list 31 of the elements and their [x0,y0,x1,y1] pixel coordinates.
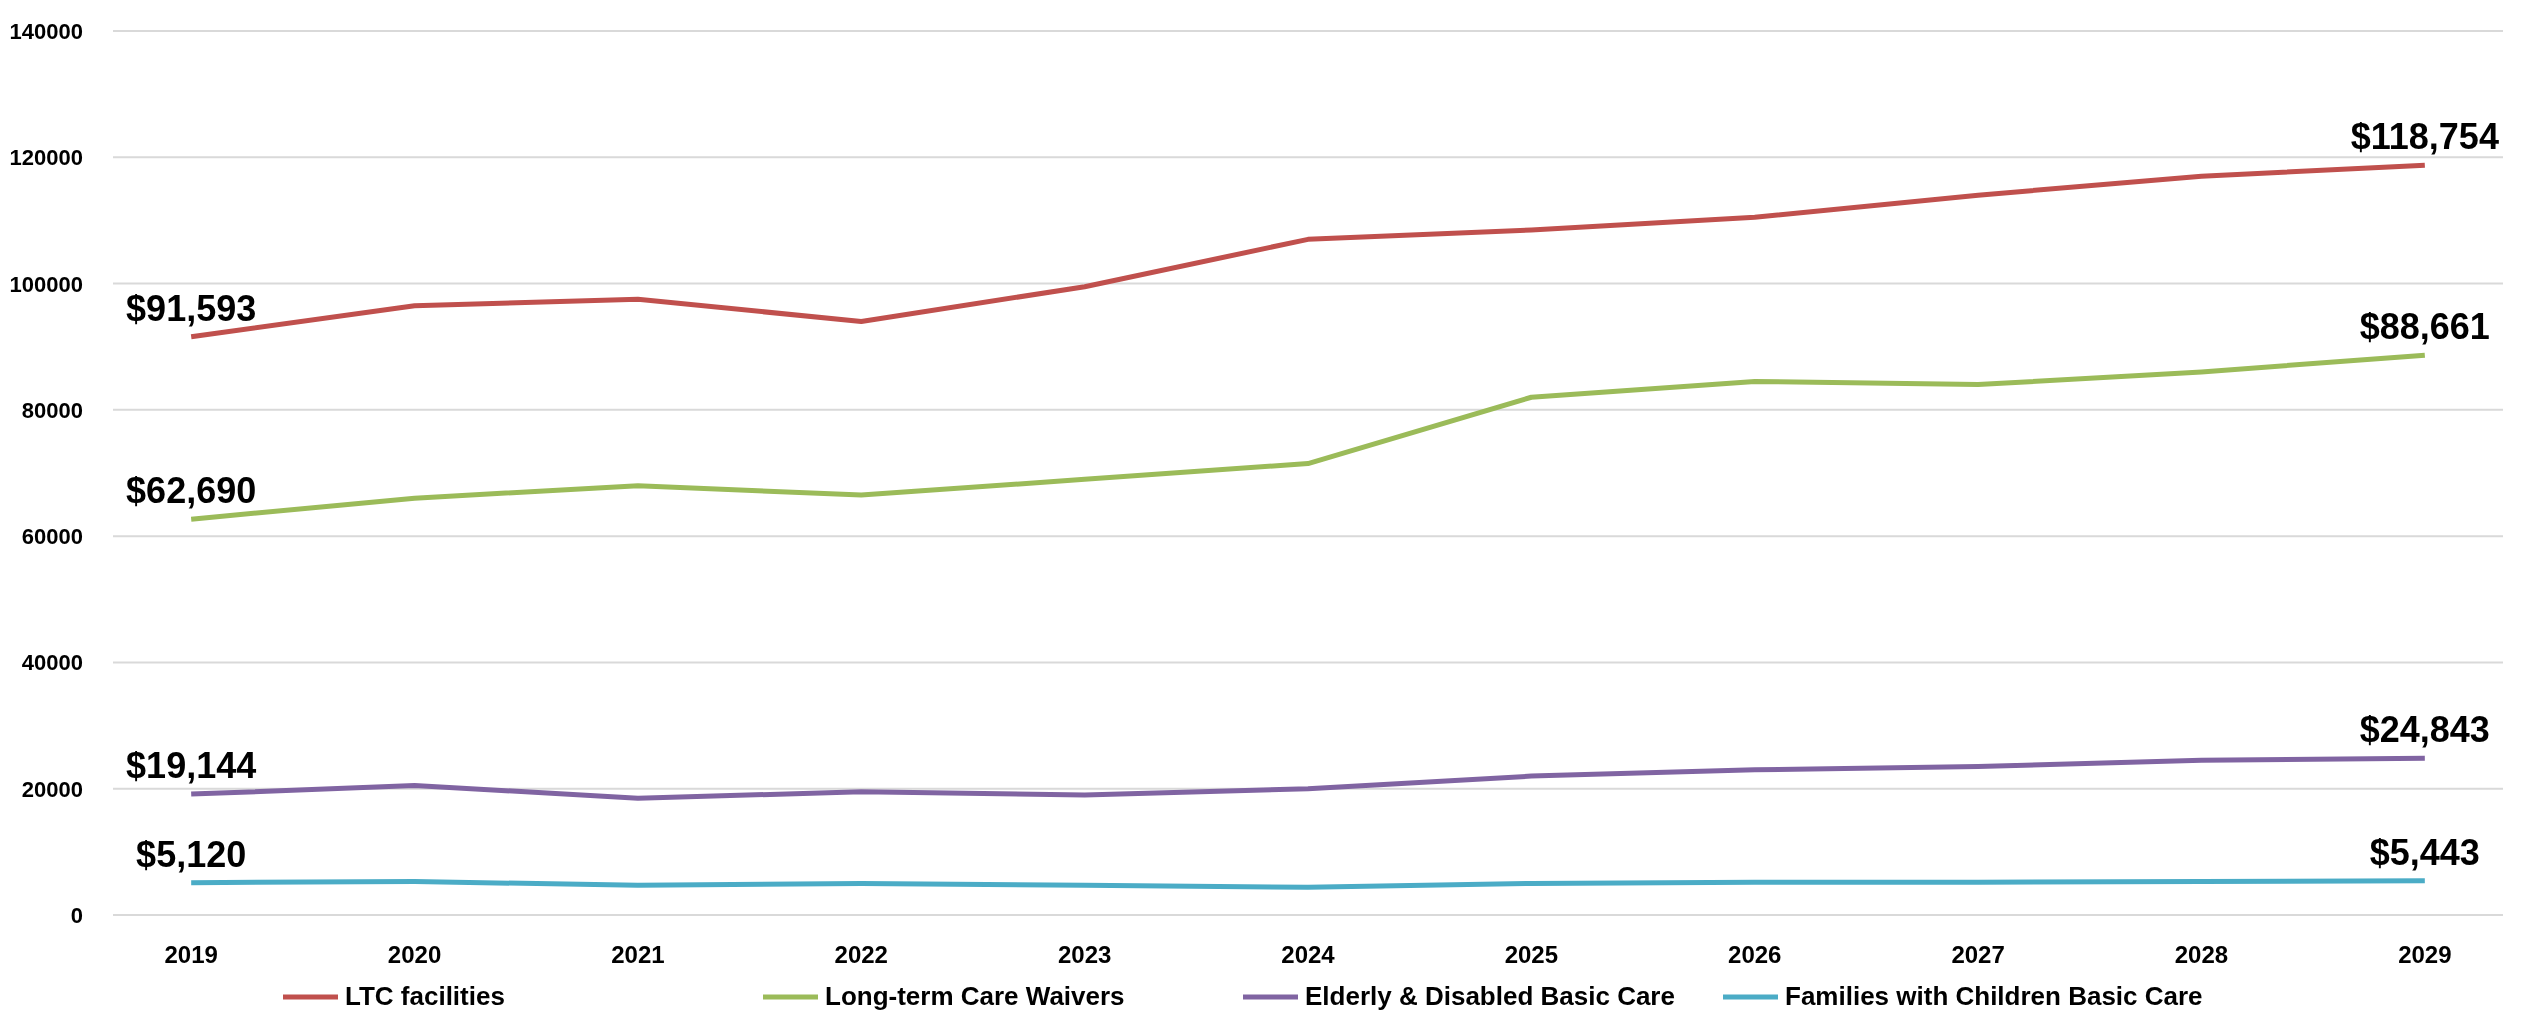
x-tick-label: 2019 [164,941,218,968]
x-tick-label: 2023 [1057,941,1112,968]
legend-label: Elderly & Disabled Basic Care [1305,981,1675,1011]
x-tick-label: 2021 [611,941,665,968]
legend-label: Long-term Care Waivers [825,981,1125,1011]
data-label: $5,120 [136,833,247,875]
legend-label: LTC facilities [345,981,505,1011]
y-tick-label: 100000 [9,271,83,297]
data-label: $91,593 [126,287,257,329]
y-tick-label: 40000 [21,650,83,676]
y-tick-label: 80000 [21,397,83,423]
legend-label: Families with Children Basic Care [1785,981,2203,1011]
y-tick-label: 140000 [9,19,83,44]
y-tick-label: 0 [70,903,83,928]
x-tick-label: 2020 [387,941,442,968]
x-tick-label: 2022 [834,941,888,968]
x-tick-label: 2027 [1951,941,2005,968]
y-tick-label: 20000 [21,776,83,802]
data-label: $19,144 [126,745,257,787]
y-tick-label: 120000 [9,145,83,171]
data-label: $88,661 [2359,306,2490,348]
data-label: $5,443 [2369,831,2480,873]
data-label: $62,690 [126,470,257,512]
x-tick-label: 2029 [2398,941,2452,968]
x-tick-label: 2028 [2174,941,2229,968]
x-tick-label: 2026 [1728,941,1782,968]
data-label: $118,754 [2350,116,2499,158]
x-tick-label: 2025 [1504,941,1559,968]
x-tick-label: 2024 [1281,941,1336,968]
data-label: $24,843 [2359,709,2490,751]
y-tick-label: 60000 [21,524,83,550]
